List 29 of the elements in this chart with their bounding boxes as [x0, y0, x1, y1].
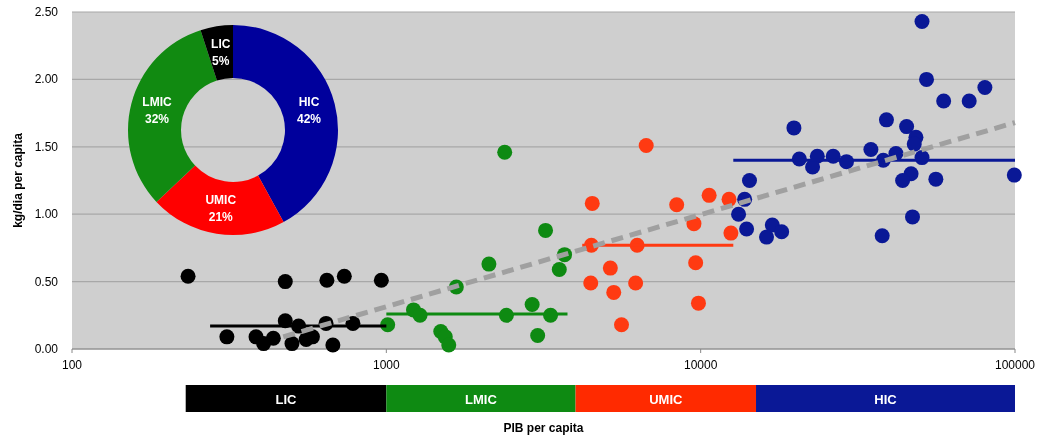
bar: [386, 385, 576, 412]
x-tick-label: 1000: [372, 358, 400, 372]
data-label: 42%: [297, 112, 322, 127]
y-tick-label: 2.00: [34, 72, 59, 87]
data-label: 5%: [212, 54, 230, 69]
x-tick-label: 100: [61, 358, 83, 372]
y-tick-label: 0.00: [34, 342, 59, 356]
x-axis-title: PIB per capita: [503, 421, 584, 435]
series-label: LIC: [275, 391, 298, 407]
y-axis-title: kg/dia per capita: [11, 132, 25, 228]
y-tick-label: 2.50: [34, 5, 59, 19]
series-label: UMIC: [649, 391, 684, 407]
series-label: LMIC: [465, 391, 498, 407]
bar: [756, 385, 1015, 412]
bar: [185, 385, 387, 412]
donut-slice: [156, 165, 284, 235]
slice-label: HIC: [298, 95, 320, 110]
data-label: 32%: [144, 112, 170, 127]
x-tick-label: 100000: [994, 358, 1036, 372]
bar: [575, 385, 757, 412]
slice-label: LMIC: [142, 95, 172, 110]
y-tick-label: 1.50: [34, 139, 59, 154]
slice-label: UMIC: [205, 192, 237, 207]
x-tick-label: 10000: [683, 358, 718, 372]
y-tick-label: 0.50: [34, 274, 59, 289]
y-tick-label: 1.00: [34, 207, 59, 222]
series-label: HIC: [874, 391, 898, 407]
slice-label: LIC: [211, 37, 231, 52]
data-label: 21%: [208, 209, 234, 224]
